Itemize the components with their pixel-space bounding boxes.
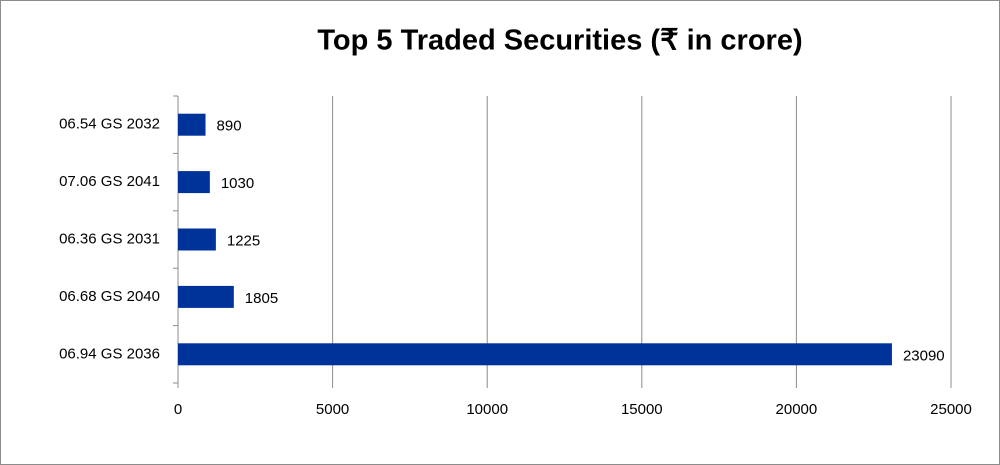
x-tick-label: 0 — [174, 401, 182, 418]
x-tick-label: 20000 — [776, 401, 818, 418]
chart-title: Top 5 Traded Securities (₹ in crore) — [317, 25, 802, 57]
bar — [178, 228, 216, 251]
y-tick-label: 06.68 GS 2040 — [59, 288, 160, 305]
x-tick-label: 25000 — [930, 401, 972, 418]
data-label: 1030 — [221, 175, 254, 192]
x-tick-label: 5000 — [316, 401, 349, 418]
data-label: 1225 — [227, 232, 260, 249]
y-tick-label: 06.36 GS 2031 — [59, 230, 160, 247]
data-label: 1805 — [245, 290, 278, 307]
x-tick-label: 10000 — [466, 401, 508, 418]
bar — [178, 343, 892, 366]
data-label: 23090 — [903, 347, 945, 364]
y-tick-label: 07.06 GS 2041 — [59, 173, 160, 190]
y-tick-label: 06.94 GS 2036 — [59, 345, 160, 362]
x-tick-label: 15000 — [621, 401, 663, 418]
bar — [178, 171, 210, 194]
y-tick-label: 06.54 GS 2032 — [59, 116, 160, 133]
data-label: 890 — [217, 118, 242, 135]
bar — [178, 285, 234, 308]
bar — [178, 113, 206, 136]
